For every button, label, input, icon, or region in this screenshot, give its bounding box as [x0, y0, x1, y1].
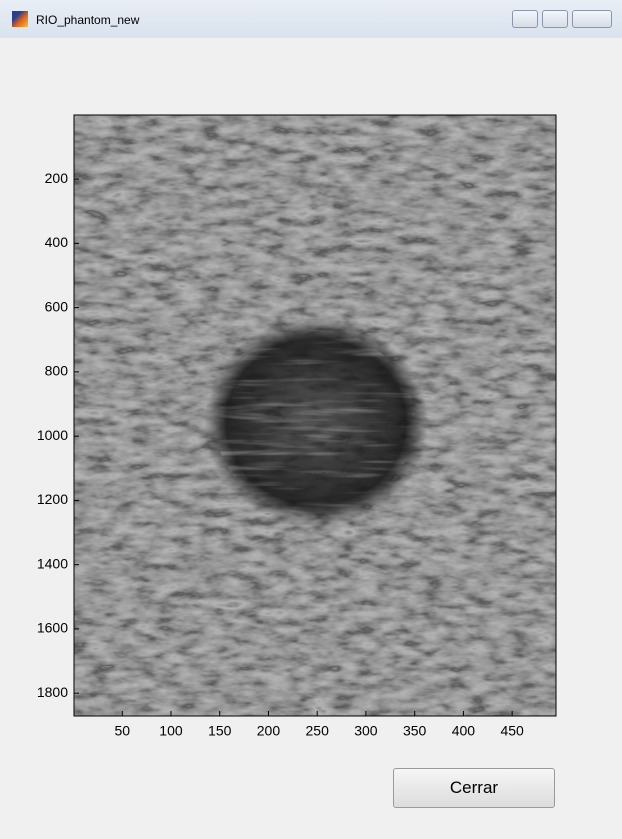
- x-tick-label: 100: [159, 723, 183, 739]
- y-tick-label: 200: [45, 170, 69, 186]
- y-tick-label: 400: [45, 234, 69, 250]
- y-tick-label: 1400: [37, 555, 68, 571]
- maximize-button[interactable]: [542, 10, 568, 28]
- y-tick-label: 600: [45, 298, 69, 314]
- y-tick-label: 800: [45, 363, 69, 379]
- x-tick-label: 200: [257, 723, 281, 739]
- x-tick-label: 250: [306, 723, 330, 739]
- title-bar: RIO_phantom_new: [0, 0, 622, 38]
- image-axes: 50 100 150 200 250 300 350 400 450 200 400 600 800 10…: [37, 114, 557, 739]
- app-icon: [12, 11, 28, 27]
- x-tick-label: 150: [208, 723, 232, 739]
- window-title: RIO_phantom_new: [36, 13, 140, 27]
- x-tick-label: 300: [354, 723, 378, 739]
- y-tick-label: 1800: [37, 684, 68, 700]
- y-tick-label: 1200: [37, 491, 68, 507]
- close-button[interactable]: Cerrar: [393, 768, 555, 808]
- x-tick-label: 450: [500, 723, 524, 739]
- y-tick-label: 1000: [37, 427, 68, 443]
- x-tick-label: 50: [114, 723, 130, 739]
- axes-frame: [73, 114, 557, 717]
- lesion-texture: [215, 330, 415, 514]
- close-window-button[interactable]: [572, 10, 612, 28]
- minimize-button[interactable]: [512, 10, 538, 28]
- y-tick-label: 1600: [37, 620, 68, 636]
- x-tick-label: 400: [452, 723, 476, 739]
- x-tick-label: 350: [403, 723, 427, 739]
